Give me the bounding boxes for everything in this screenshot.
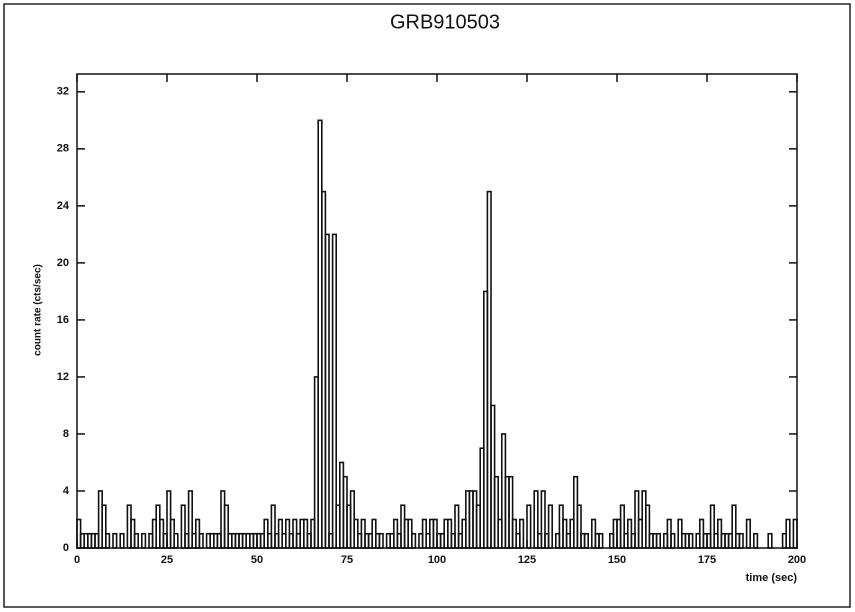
histogram-bar bbox=[187, 490, 194, 549]
x-tick-label: 25 bbox=[161, 554, 173, 566]
histogram-bar bbox=[644, 504, 651, 549]
x-tick-label: 150 bbox=[608, 554, 626, 566]
histogram-bar bbox=[745, 518, 751, 549]
y-tick-label: 32 bbox=[57, 86, 69, 98]
x-tick-label: 100 bbox=[428, 554, 446, 566]
histogram-bar bbox=[518, 518, 525, 549]
x-tick-label: 200 bbox=[788, 554, 806, 566]
histogram-bar bbox=[173, 532, 179, 549]
histogram-bar bbox=[270, 504, 276, 549]
histogram-bar bbox=[119, 532, 125, 549]
y-axis-label: count rate (cts/sec) bbox=[33, 264, 44, 356]
histogram-bar bbox=[785, 518, 791, 549]
x-tick-label: 125 bbox=[518, 554, 536, 566]
histogram-bar bbox=[486, 190, 492, 549]
histogram-bar bbox=[101, 504, 107, 549]
histogram-bar bbox=[533, 490, 539, 549]
histogram-bar bbox=[655, 532, 661, 549]
histogram-bar bbox=[792, 518, 798, 549]
y-tick-label: 0 bbox=[63, 542, 69, 554]
histogram-bar bbox=[223, 504, 230, 549]
x-tick-label: 75 bbox=[341, 554, 353, 566]
y-tick-label: 12 bbox=[57, 371, 69, 383]
histogram-bar bbox=[526, 504, 532, 549]
histogram-bar bbox=[738, 532, 744, 549]
y-tick-label: 28 bbox=[57, 143, 69, 155]
histogram-bar bbox=[619, 504, 625, 549]
x-axis-label: time (sec) bbox=[746, 572, 798, 584]
histogram-bar bbox=[547, 504, 553, 549]
histogram-bar bbox=[508, 475, 514, 549]
histogram-bar bbox=[378, 532, 384, 549]
y-tick-label: 16 bbox=[57, 314, 69, 326]
histogram-bar bbox=[688, 532, 694, 549]
histogram-bar bbox=[133, 532, 140, 549]
y-tick-label: 24 bbox=[57, 200, 70, 212]
frame bbox=[3, 3, 851, 608]
histogram-bar bbox=[324, 233, 330, 549]
x-tick-label: 175 bbox=[698, 554, 716, 566]
histogram-bar bbox=[105, 532, 111, 549]
histogram-bar bbox=[752, 532, 759, 549]
plot-frame bbox=[76, 73, 798, 549]
histogram-bar bbox=[454, 504, 460, 549]
histogram-bar bbox=[410, 532, 417, 549]
histogram-bar bbox=[112, 532, 118, 549]
histogram-bar bbox=[670, 532, 676, 549]
y-tick-label: 4 bbox=[63, 485, 70, 497]
histogram-bar bbox=[731, 504, 737, 549]
histogram-bar bbox=[540, 490, 546, 549]
histogram-bar bbox=[709, 504, 715, 549]
x-tick-label: 50 bbox=[251, 554, 263, 566]
x-tick-label: 0 bbox=[74, 554, 80, 566]
histogram-bar bbox=[141, 532, 147, 549]
histogram-bar bbox=[198, 532, 204, 549]
histogram-bar bbox=[493, 475, 500, 549]
histogram-bar bbox=[583, 532, 589, 549]
histogram-bar bbox=[180, 504, 186, 549]
chart-title: GRB910503 bbox=[390, 11, 500, 33]
histogram-bar bbox=[331, 233, 338, 549]
histogram-bar bbox=[576, 504, 582, 549]
histogram-bar bbox=[598, 532, 604, 549]
histogram-bar bbox=[767, 532, 773, 549]
y-tick-label: 20 bbox=[57, 257, 69, 269]
y-tick-label: 8 bbox=[63, 428, 69, 440]
